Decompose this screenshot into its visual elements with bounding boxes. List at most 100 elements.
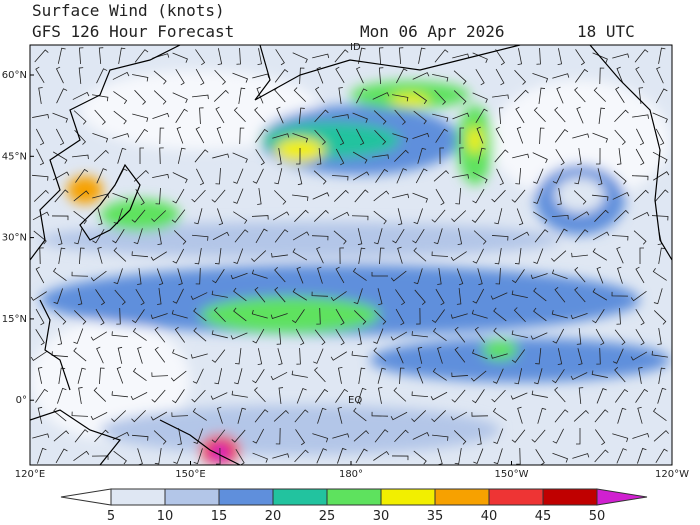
wind-barb: [594, 409, 609, 423]
wind-barb: [495, 267, 501, 285]
wind-barb: [57, 228, 63, 246]
wind-barb: [634, 189, 649, 202]
wind-barb: [150, 313, 168, 319]
wind-barb: [413, 247, 427, 262]
wind-barb: [92, 94, 109, 102]
wind-barb: [131, 434, 149, 441]
wind-barb: [394, 109, 406, 125]
wind-barb: [172, 92, 188, 104]
wind-barb: [292, 52, 308, 64]
wind-barb: [330, 351, 348, 361]
wind-barb: [551, 310, 568, 319]
lon-label: 150°W: [495, 469, 529, 480]
wind-barb: [613, 209, 629, 222]
wind-barb: [159, 127, 165, 145]
wind-barb: [57, 328, 63, 346]
wind-barb: [132, 113, 149, 123]
wind-barb: [615, 86, 625, 103]
wind-barb: [316, 448, 328, 464]
wind-barb: [55, 448, 68, 464]
wind-barb: [137, 268, 142, 285]
wind-barb: [351, 351, 368, 358]
wind-barb: [252, 428, 265, 444]
colorbar-tick-label: 10: [157, 509, 174, 524]
wind-barb: [493, 428, 504, 444]
wind-barb: [454, 326, 466, 343]
wind-barb: [592, 309, 605, 324]
wind-barb: [333, 189, 349, 202]
wind-barb: [354, 189, 369, 203]
wind-barb: [30, 351, 47, 361]
wind-barb: [53, 407, 67, 422]
wind-barb: [132, 74, 149, 82]
wind-barb: [52, 171, 70, 181]
wind-barb: [135, 288, 145, 306]
wind-barb: [292, 288, 307, 301]
wind-barb: [472, 92, 488, 103]
wind-barb: [514, 368, 523, 385]
wind-barb: [274, 287, 286, 303]
time: 18 UTC: [577, 22, 635, 41]
wind-barb: [532, 152, 548, 164]
wind-barb: [557, 48, 563, 66]
wind-barb: [231, 390, 248, 398]
wind-barb: [358, 47, 366, 64]
wind-barb: [255, 128, 269, 143]
wind-barb: [96, 346, 104, 364]
wind-barb: [557, 348, 563, 366]
wind-barb: [614, 367, 626, 383]
wind-barb: [313, 170, 327, 185]
wind-barb: [352, 267, 367, 281]
wind-barb: [533, 307, 547, 322]
wind-barb: [533, 188, 544, 204]
wind-barb: [457, 228, 463, 246]
wind-barb: [132, 327, 147, 341]
wind-barb: [633, 230, 647, 245]
wind-barb: [217, 208, 224, 226]
wind-barb: [294, 409, 309, 423]
wind-barb: [511, 290, 528, 298]
wind-barb: [358, 247, 366, 264]
wind-barb: [333, 230, 347, 245]
colorbar-tick-label: 35: [427, 509, 444, 524]
wind-barb: [379, 247, 385, 265]
wind-barb: [491, 235, 509, 241]
wind-barb: [316, 307, 321, 325]
wind-barb: [194, 149, 209, 163]
wind-barb: [311, 291, 329, 297]
wind-barb: [535, 348, 542, 365]
wind-barb: [477, 268, 483, 286]
wind-barb: [235, 348, 242, 365]
wind-barb: [232, 152, 248, 163]
wind-barb: [594, 209, 609, 222]
wind-barb: [33, 230, 47, 245]
wind-barb: [595, 328, 605, 346]
wind-barb: [73, 110, 87, 125]
wind-barb: [139, 147, 144, 165]
wind-barb: [378, 47, 384, 65]
wind-barb: [450, 411, 468, 421]
map-field: [30, 45, 672, 465]
wind-barb: [111, 331, 129, 338]
wind-barb: [352, 151, 368, 164]
wind-barb: [233, 107, 246, 123]
wind-barb: [135, 128, 149, 143]
wind-barb: [274, 69, 289, 83]
wind-barb: [338, 366, 343, 384]
wind-barb: [154, 448, 162, 465]
wind-barb: [516, 208, 524, 226]
wind-barb: [394, 149, 409, 162]
wind-barb: [635, 148, 645, 166]
wind-barb: [495, 49, 505, 66]
wind-barb: [273, 410, 289, 422]
wind-barb: [312, 192, 330, 200]
wind-barb: [652, 407, 667, 422]
wind-barb: [591, 370, 608, 378]
wind-barb: [494, 248, 502, 265]
wind-barb: [154, 346, 166, 363]
wind-barb: [373, 347, 387, 362]
wind-barb: [437, 448, 443, 465]
wind-barb: [37, 366, 43, 384]
wind-barb: [217, 48, 223, 66]
wind-barb: [94, 109, 106, 125]
